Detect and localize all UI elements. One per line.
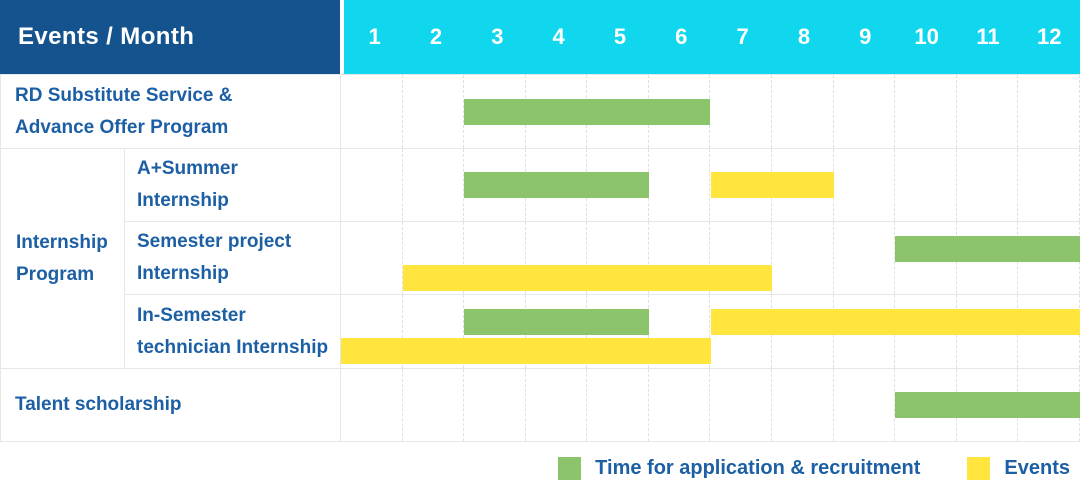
row-label: A+Summer Internship	[137, 153, 238, 217]
month-column	[341, 75, 403, 148]
month-column	[895, 149, 957, 221]
recruitment-bar	[895, 236, 1080, 262]
legend-label-recruitment: Time for application & recruitment	[595, 457, 921, 479]
gantt-track	[341, 74, 1080, 148]
month-label: 5	[613, 24, 627, 49]
gantt-track	[341, 148, 1080, 221]
group-label: Internship Program	[16, 227, 108, 291]
row-label-line: RD Substitute Service &	[15, 84, 233, 106]
header-row: Events / Month 1 2 3 4 5 6 7 8 9 10 11 12	[0, 0, 1080, 74]
gantt-track	[341, 368, 1080, 441]
month-column	[710, 369, 773, 441]
month-column	[710, 75, 773, 148]
row-label-line: technician Internship	[137, 336, 329, 358]
row-label: Semester project Internship	[137, 226, 291, 290]
month-column	[772, 222, 834, 294]
row-label-line: Semester project	[137, 231, 292, 252]
month-header: 1 2 3 4 5 6 7 8 9 10 11 12	[344, 0, 1080, 74]
recruitment-bar	[464, 98, 711, 125]
legend-item-events: Events	[967, 457, 1070, 480]
page-title: Events / Month	[18, 23, 195, 50]
gantt-track	[341, 221, 1080, 294]
row-label-line: A+Summer	[137, 158, 238, 179]
month-column	[403, 75, 465, 148]
month-column	[649, 222, 711, 294]
month-label: 4	[552, 24, 565, 49]
month-column	[403, 369, 465, 441]
row-label-line: Internship	[137, 190, 229, 211]
row-label-cell: Semester project Internship	[125, 221, 341, 294]
month-label: 10	[914, 24, 939, 49]
month-column	[649, 149, 711, 221]
row-label-cell: In-Semester technician Internship	[125, 294, 341, 368]
month-column	[526, 369, 588, 441]
month-column	[957, 75, 1019, 148]
row-label: In-Semester technician Internship	[137, 300, 328, 364]
month-label: 2	[429, 24, 443, 49]
row-label-line: Advance Offer Program	[15, 116, 229, 138]
gantt-track	[341, 294, 1080, 368]
month-column	[403, 295, 465, 368]
month-column	[464, 222, 526, 294]
recruitment-bar	[464, 309, 649, 335]
row-label-cell: A+Summer Internship	[125, 148, 341, 221]
month-column	[957, 149, 1019, 221]
event-bar	[710, 172, 834, 198]
month-column	[649, 369, 711, 441]
row-label: RD Substitute Service & Advance Offer Pro…	[15, 80, 233, 144]
month-column	[710, 222, 773, 294]
row-label-cell: RD Substitute Service & Advance Offer Pro…	[1, 74, 341, 148]
month-column	[649, 295, 711, 368]
month-label: 1	[368, 24, 381, 49]
row-label-line: Internship	[137, 263, 229, 284]
row-label: Talent scholarship	[15, 389, 181, 421]
month-column	[403, 149, 465, 221]
row-label-cell: Talent scholarship	[1, 368, 341, 441]
event-bar	[341, 338, 711, 364]
legend-item-recruitment: Time for application & recruitment	[558, 457, 920, 480]
month-column	[834, 369, 896, 441]
month-column	[1018, 75, 1080, 148]
month-label: 8	[797, 24, 811, 49]
group-label-cell: Internship Program	[1, 148, 125, 368]
month-column	[403, 222, 465, 294]
recruitment-bar	[895, 392, 1080, 418]
header-title-cell: Events / Month	[0, 0, 340, 74]
month-column	[464, 369, 526, 441]
month-column	[772, 369, 834, 441]
month-column	[1018, 149, 1080, 221]
month-column	[895, 75, 957, 148]
recruitment-bar	[464, 172, 649, 198]
month-column	[526, 222, 588, 294]
month-column	[834, 149, 896, 221]
legend: Time for application & recruitment Event…	[0, 442, 1080, 494]
month-column	[834, 75, 896, 148]
month-column	[341, 295, 403, 368]
month-label: 9	[859, 24, 872, 49]
event-bar	[710, 309, 1080, 335]
legend-label-events: Events	[1004, 457, 1070, 479]
month-label: 12	[1037, 24, 1062, 49]
month-label: 3	[491, 24, 504, 49]
row-label-line: Internship	[16, 231, 108, 253]
month-label: 11	[976, 24, 1000, 49]
month-column	[341, 369, 403, 441]
month-label: 7	[736, 24, 749, 49]
month-column	[587, 369, 649, 441]
month-label: 6	[675, 24, 688, 49]
month-column	[341, 222, 403, 294]
row-label-line: In-Semester	[137, 304, 246, 326]
month-column	[834, 222, 896, 294]
row-label-line: Talent scholarship	[15, 394, 182, 415]
event-bar	[402, 265, 773, 291]
legend-swatch-yellow	[967, 457, 991, 480]
month-column	[587, 222, 649, 294]
gantt-body: RD Substitute Service & Advance Offer Pro…	[0, 74, 1080, 442]
row-label-line: Program	[16, 263, 95, 285]
legend-swatch-green	[558, 457, 582, 480]
month-column	[772, 75, 834, 148]
month-column	[341, 149, 403, 221]
